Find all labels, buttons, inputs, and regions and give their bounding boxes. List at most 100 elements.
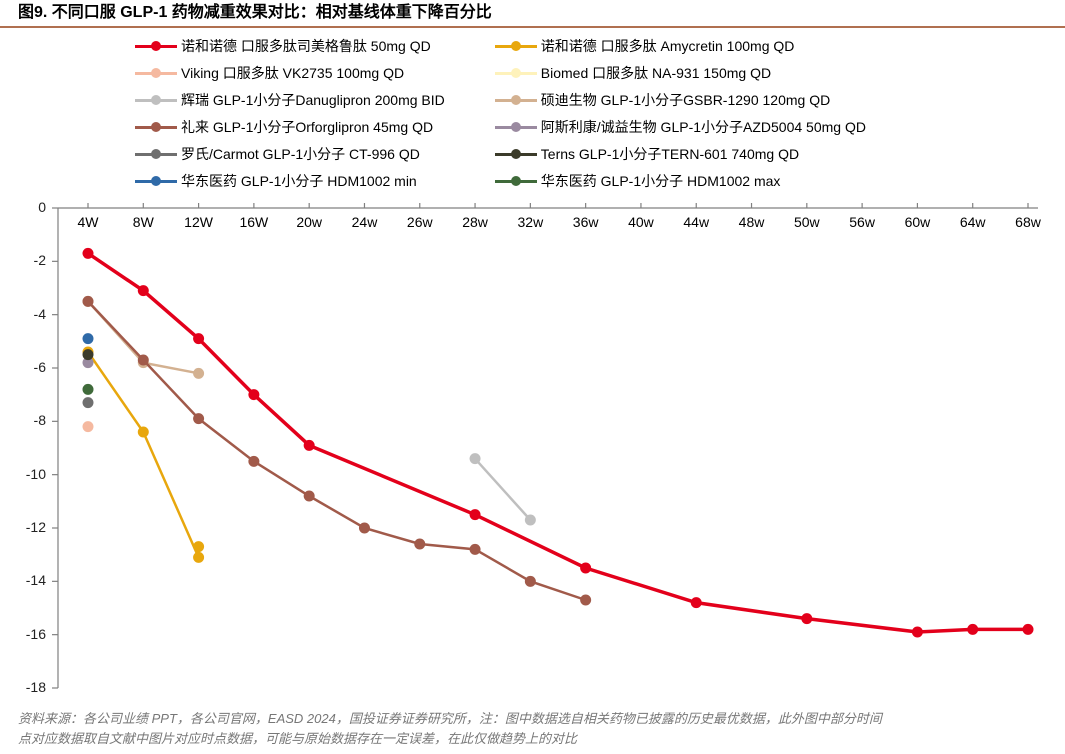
series-marker (83, 397, 94, 408)
legend-item: 诺和诺德 口服多肽 Amycretin 100mg QD (495, 36, 866, 56)
x-tick-label: 40w (628, 214, 654, 230)
legend-label: 阿斯利康/诚益生物 GLP-1小分子AZD5004 50mg QD (541, 117, 866, 137)
series-marker (967, 624, 978, 635)
legend-item: 阿斯利康/诚益生物 GLP-1小分子AZD5004 50mg QD (495, 117, 866, 137)
x-tick-label: 16W (239, 214, 268, 230)
figure-container: 图9. 不同口服 GLP-1 药物减重效果对比：相对基线体重下降百分比 诺和诺德… (0, 0, 1065, 754)
legend-label: 罗氏/Carmot GLP-1小分子 CT-996 QD (181, 144, 420, 164)
y-tick-label: 0 (6, 199, 46, 215)
legend-item: 华东医药 GLP-1小分子 HDM1002 min (135, 171, 445, 191)
series-marker (470, 509, 481, 520)
legend-marker-icon (495, 67, 537, 79)
legend-marker-icon (495, 94, 537, 106)
series-marker (470, 544, 481, 555)
x-tick-label: 56w (849, 214, 875, 230)
y-tick-label: -12 (6, 519, 46, 535)
legend-marker-icon (135, 175, 177, 187)
legend-marker-icon (495, 40, 537, 52)
x-tick-label: 50w (794, 214, 820, 230)
legend: 诺和诺德 口服多肽司美格鲁肽 50mg QD Viking 口服多肽 VK2735… (135, 36, 866, 191)
series-marker (304, 491, 315, 502)
x-tick-label: 20w (296, 214, 322, 230)
legend-label: 华东医药 GLP-1小分子 HDM1002 max (541, 171, 781, 191)
x-tick-label: 44w (683, 214, 709, 230)
legend-marker-icon (135, 148, 177, 160)
y-tick-label: -2 (6, 252, 46, 268)
x-tick-label: 26w (407, 214, 433, 230)
series-marker (801, 613, 812, 624)
legend-marker-icon (135, 94, 177, 106)
legend-item: Terns GLP-1小分子TERN-601 740mg QD (495, 144, 866, 164)
legend-label: Biomed 口服多肽 NA-931 150mg QD (541, 63, 771, 83)
legend-label: 礼来 GLP-1小分子Orforglipron 45mg QD (181, 117, 433, 137)
legend-label: 诺和诺德 口服多肽司美格鲁肽 50mg QD (181, 36, 431, 56)
y-tick-label: -18 (6, 679, 46, 695)
figure-title-bar: 图9. 不同口服 GLP-1 药物减重效果对比：相对基线体重下降百分比 (0, 0, 1065, 28)
legend-marker-icon (495, 148, 537, 160)
legend-item: 罗氏/Carmot GLP-1小分子 CT-996 QD (135, 144, 445, 164)
source-note-line1: 资料来源：各公司业绩 PPT，各公司官网，EASD 2024，国投证券证券研究所… (18, 711, 882, 726)
series-marker (138, 355, 149, 366)
y-tick-label: -6 (6, 359, 46, 375)
series-marker (83, 333, 94, 344)
chart-plot-area: 4W8W12W16W20w24w26w28w32w36w40w44w48w50w… (58, 208, 1038, 688)
series-marker (83, 384, 94, 395)
figure-title: 图9. 不同口服 GLP-1 药物减重效果对比：相对基线体重下降百分比 (18, 4, 492, 21)
x-tick-label: 48w (739, 214, 765, 230)
series-marker (83, 421, 94, 432)
legend-label: Terns GLP-1小分子TERN-601 740mg QD (541, 144, 799, 164)
legend-item: Biomed 口服多肽 NA-931 150mg QD (495, 63, 866, 83)
series-marker (193, 368, 204, 379)
series-marker (304, 440, 315, 451)
series-line (475, 459, 530, 520)
series-marker (525, 515, 536, 526)
legend-item: 硕迪生物 GLP-1小分子GSBR-1290 120mg QD (495, 90, 866, 110)
legend-label: 硕迪生物 GLP-1小分子GSBR-1290 120mg QD (541, 90, 830, 110)
series-marker (83, 296, 94, 307)
legend-label: 辉瑞 GLP-1小分子Danuglipron 200mg BID (181, 90, 445, 110)
legend-marker-icon (495, 175, 537, 187)
series-marker (83, 349, 94, 360)
series-marker (193, 413, 204, 424)
legend-marker-icon (135, 121, 177, 133)
series-marker (1023, 624, 1034, 635)
x-tick-label: 60w (905, 214, 931, 230)
x-tick-label: 68w (1015, 214, 1041, 230)
x-tick-label: 64w (960, 214, 986, 230)
x-tick-label: 8W (133, 214, 154, 230)
series-marker (248, 456, 259, 467)
legend-item: Viking 口服多肽 VK2735 100mg QD (135, 63, 445, 83)
legend-label: 华东医药 GLP-1小分子 HDM1002 min (181, 171, 417, 191)
series-marker (248, 389, 259, 400)
y-tick-label: -8 (6, 412, 46, 428)
x-tick-label: 32w (518, 214, 544, 230)
legend-item: 礼来 GLP-1小分子Orforglipron 45mg QD (135, 117, 445, 137)
y-tick-label: -4 (6, 306, 46, 322)
series-line (88, 301, 586, 600)
x-tick-label: 12W (184, 214, 213, 230)
x-tick-label: 24w (352, 214, 378, 230)
series-marker (138, 427, 149, 438)
y-tick-label: -10 (6, 466, 46, 482)
legend-item: 辉瑞 GLP-1小分子Danuglipron 200mg BID (135, 90, 445, 110)
series-marker (525, 576, 536, 587)
series-marker (193, 541, 204, 552)
series-marker (359, 523, 370, 534)
series-marker (470, 453, 481, 464)
legend-marker-icon (135, 40, 177, 52)
series-marker (83, 248, 94, 259)
series-marker (580, 595, 591, 606)
series-marker (580, 563, 591, 574)
series-line (88, 352, 199, 557)
legend-item: 诺和诺德 口服多肽司美格鲁肽 50mg QD (135, 36, 445, 56)
y-tick-label: -16 (6, 626, 46, 642)
legend-marker-icon (495, 121, 537, 133)
series-marker (691, 597, 702, 608)
x-tick-label: 4W (78, 214, 99, 230)
source-note-line2: 点对应数据取自文献中图片对应时点数据，可能与原始数据存在一定误差，在此仅做趋势上… (18, 731, 577, 746)
series-marker (414, 539, 425, 550)
legend-item: 华东医药 GLP-1小分子 HDM1002 max (495, 171, 866, 191)
legend-label: Viking 口服多肽 VK2735 100mg QD (181, 63, 404, 83)
series-marker (193, 333, 204, 344)
legend-label: 诺和诺德 口服多肽 Amycretin 100mg QD (541, 36, 795, 56)
